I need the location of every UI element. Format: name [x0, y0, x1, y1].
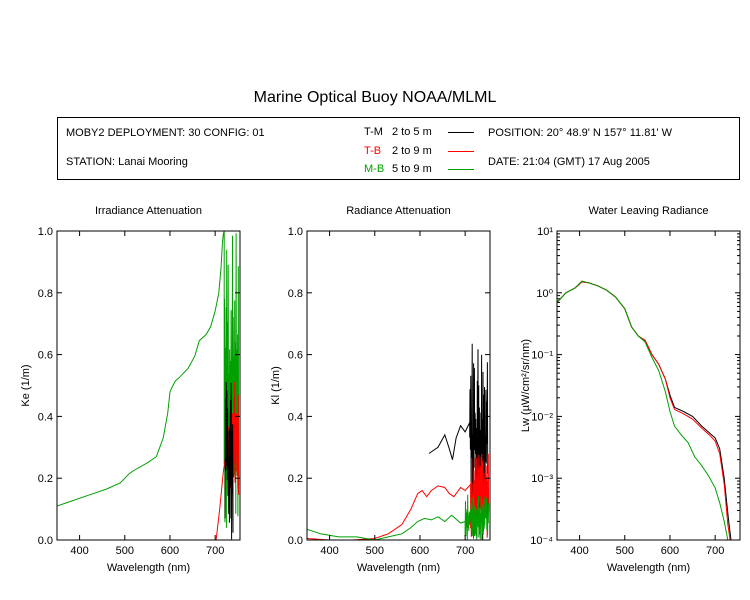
x-tick-label: 400	[70, 545, 88, 557]
x-tick-label: 600	[411, 545, 429, 557]
y-tick-label: 1.0	[38, 226, 53, 238]
y-tick-label: 0.6	[288, 350, 303, 362]
legend-code-mb: M-B	[364, 163, 385, 175]
y-tick-label: 10⁻¹	[531, 350, 553, 362]
page-title: Marine Optical Buoy NOAA/MLML	[253, 89, 497, 106]
plot-frame	[556, 230, 741, 541]
y-tick-label: 0.2	[288, 473, 303, 485]
y-axis-label: Kl (1/m)	[270, 366, 282, 405]
y-tick-label: 10⁰	[536, 288, 553, 300]
y-tick-label: 10⁻³	[531, 473, 553, 485]
y-tick-label: 0.2	[38, 473, 53, 485]
legend-code-tm: T-M	[364, 126, 383, 138]
legend-range-tb: 2 to 9 m	[392, 145, 432, 157]
x-tick-label: 700	[456, 545, 474, 557]
y-axis-label: Lw (µW/cm²/sr/nm)	[520, 339, 532, 432]
y-tick-label: 0.6	[38, 350, 53, 362]
x-tick-label: 700	[206, 545, 224, 557]
legend-line-tm	[448, 132, 474, 133]
y-tick-label: 10¹	[537, 226, 553, 238]
x-tick-label: 600	[661, 545, 679, 557]
legend-line-tb	[448, 151, 474, 152]
legend-range-tm: 2 to 5 m	[392, 126, 432, 138]
radiance-chart-title: Radiance Attenuation	[346, 205, 451, 217]
series-line-t-b	[307, 453, 490, 540]
x-tick-label: 500	[116, 545, 134, 557]
date-text: DATE: 21:04 (GMT) 17 Aug 2005	[488, 156, 650, 168]
y-tick-label: 0.8	[38, 288, 53, 300]
y-tick-label: 10⁻²	[531, 411, 553, 423]
legend-code-tb: T-B	[364, 145, 382, 157]
x-tick-label: 700	[706, 545, 724, 557]
x-tick-label: 500	[366, 545, 384, 557]
series-line-m-b	[307, 494, 490, 540]
x-tick-label: 500	[616, 545, 634, 557]
series-line-t-m	[557, 281, 732, 540]
deployment-text: MOBY2 DEPLOYMENT: 30 CONFIG: 01	[66, 127, 265, 139]
legend-range-mb: 5 to 9 m	[392, 163, 432, 175]
y-tick-label: 10⁻⁴	[530, 535, 553, 547]
station-text: STATION: Lanai Mooring	[66, 156, 188, 168]
y-axis-label: Ke (1/m)	[20, 364, 32, 406]
y-tick-label: 0.8	[288, 288, 303, 300]
plot-frame	[306, 230, 491, 541]
position-text: POSITION: 20° 48.9' N 157° 11.81' W	[488, 127, 672, 139]
series-line-t-b	[557, 281, 731, 540]
y-tick-label: 1.0	[288, 226, 303, 238]
x-tick-label: 600	[161, 545, 179, 557]
irradiance-chart-title: Irradiance Attenuation	[94, 205, 203, 217]
x-tick-label: 400	[320, 545, 338, 557]
series-line-m-b	[57, 231, 240, 528]
x-axis-label: Wavelength (nm)	[357, 562, 440, 574]
y-tick-label: 0.4	[38, 411, 53, 423]
deployment-info-box: MOBY2 DEPLOYMENT: 30 CONFIG: 01 STATION:…	[57, 117, 740, 180]
y-tick-label: 0.0	[288, 535, 303, 547]
plot-frame	[56, 230, 241, 541]
series-line-t-m	[224, 381, 234, 540]
x-axis-label: Wavelength (nm)	[107, 562, 190, 574]
x-tick-label: 400	[570, 545, 588, 557]
water-leaving-chart-title: Water Leaving Radiance	[588, 205, 709, 217]
legend-line-mb	[448, 169, 474, 170]
series-line-m-b	[557, 280, 729, 540]
x-axis-label: Wavelength (nm)	[607, 562, 690, 574]
y-tick-label: 0.0	[38, 535, 53, 547]
y-tick-label: 0.4	[288, 411, 303, 423]
